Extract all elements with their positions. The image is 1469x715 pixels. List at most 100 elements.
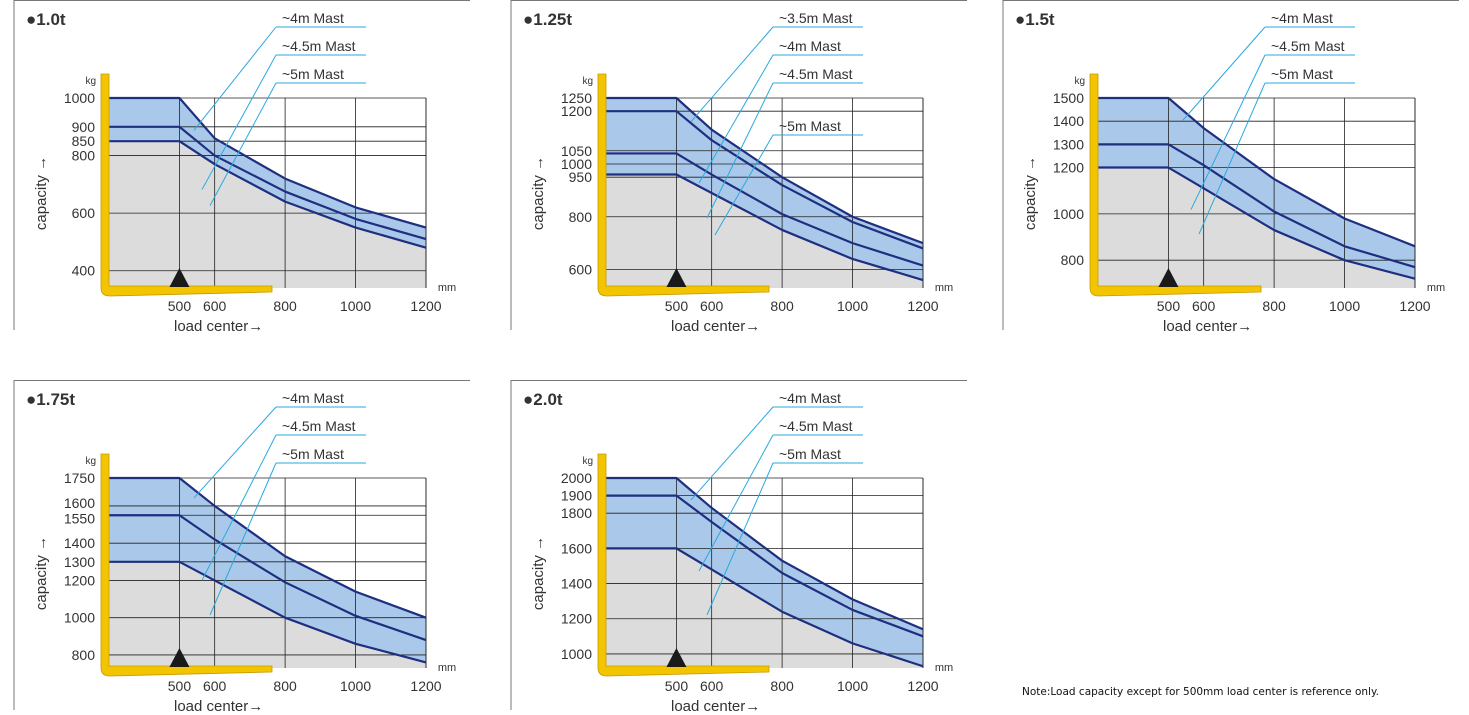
y-tick-label: 1000 xyxy=(561,646,592,662)
below-curve-area xyxy=(606,174,923,288)
y-tick-label: 2000 xyxy=(561,470,592,486)
chart-panel-2-0t: ●2.0t 1000 1200 1400 1600 1800 1900 2000 kg 500 60… xyxy=(510,380,967,715)
capacity-band xyxy=(1098,98,1415,279)
y-tick-label: 1000 xyxy=(64,90,95,106)
capacity-band xyxy=(606,478,923,667)
mast-label-leader xyxy=(690,406,774,501)
x-tick-label: 1200 xyxy=(410,298,441,314)
x-tick-label: 600 xyxy=(203,678,227,694)
series-line-3 xyxy=(606,547,924,668)
mast-label: ~4.5m Mast xyxy=(1271,38,1345,54)
x-tick-label: 800 xyxy=(273,298,297,314)
x-tick-label: 500 xyxy=(168,298,192,314)
x-axis-label: load center→ xyxy=(671,318,760,335)
capacity-band xyxy=(109,478,426,663)
y-tick-label: 800 xyxy=(72,148,96,164)
x-tick-label: 600 xyxy=(203,298,227,314)
x-tick-label: 1000 xyxy=(340,678,371,694)
mast-label: ~4.5m Mast xyxy=(779,418,853,434)
below-curve-area xyxy=(109,141,426,288)
x-tick-label: 600 xyxy=(1192,298,1216,314)
x-tick-label: 1000 xyxy=(1329,298,1360,314)
y-tick-label: 600 xyxy=(72,205,96,221)
mast-label-leader xyxy=(698,54,774,184)
panel-frame xyxy=(510,380,967,710)
y-tick-label: 1400 xyxy=(561,576,592,592)
series-line-2 xyxy=(109,514,427,642)
series-line-4 xyxy=(606,173,924,282)
y-tick-label: 1400 xyxy=(1053,113,1084,129)
y-tick-label: 1550 xyxy=(64,510,95,526)
mast-label-leader xyxy=(201,434,277,581)
mast-label: ~5m Mast xyxy=(779,446,841,462)
x-tick-label: 800 xyxy=(1262,298,1286,314)
y-axis-label: capacity → xyxy=(1022,156,1039,230)
x-tick-label: 800 xyxy=(770,678,794,694)
x-tick-label: 1000 xyxy=(340,298,371,314)
y-axis-label: capacity → xyxy=(530,536,547,610)
x-unit-label: mm xyxy=(935,662,953,674)
below-curve-area xyxy=(606,548,923,668)
x-unit-label: mm xyxy=(438,282,456,294)
panel-frame xyxy=(1002,0,1459,330)
y-tick-label: 1300 xyxy=(1053,136,1084,152)
mast-label-leader xyxy=(1182,26,1266,121)
series-line-3 xyxy=(1098,166,1416,280)
panel-frame xyxy=(13,0,470,330)
mast-label-leader xyxy=(209,82,277,206)
mast-label: ~3.5m Mast xyxy=(779,10,853,26)
y-tick-label: 1200 xyxy=(561,611,592,627)
chart-title: ●1.75t xyxy=(26,390,75,409)
x-tick-label: 500 xyxy=(665,678,689,694)
x-tick-label: 600 xyxy=(700,298,724,314)
mast-label-leader xyxy=(714,134,774,236)
chart-panel-1-25t: ●1.25t 600 800 950 1000 1050 1200 1250 kg 500 600 8… xyxy=(510,0,967,335)
reference-note: Note:Load capacity except for 500mm load… xyxy=(1022,686,1379,698)
load-center-marker xyxy=(666,648,687,667)
x-tick-label: 1200 xyxy=(907,298,938,314)
chart-title: ●1.5t xyxy=(1015,10,1055,29)
y-tick-label: 1200 xyxy=(1053,160,1084,176)
capacity-chart-1-5t: ●1.5t 800 1000 1200 1300 1400 1500 kg 500 600 800 1… xyxy=(1002,0,1459,335)
mast-label-leader xyxy=(706,82,774,219)
mast-label: ~4m Mast xyxy=(779,38,841,54)
y-tick-label: 600 xyxy=(569,262,593,278)
series-line-1 xyxy=(109,96,427,229)
load-center-marker xyxy=(169,268,190,287)
series-line-3 xyxy=(109,140,427,249)
mast-label-leader xyxy=(201,54,277,190)
mast-label: ~4m Mast xyxy=(282,10,344,26)
y-unit-label: kg xyxy=(85,76,96,87)
mast-label: ~4m Mast xyxy=(1271,10,1333,26)
chart-panel-1-5t: ●1.5t 800 1000 1200 1300 1400 1500 kg 500 600 800 1… xyxy=(1002,0,1459,335)
mast-label-leader xyxy=(698,434,774,572)
x-axis-label: load center→ xyxy=(174,698,263,715)
mast-label: ~5m Mast xyxy=(1271,66,1333,82)
mast-label: ~4.5m Mast xyxy=(282,418,356,434)
mast-label-leader xyxy=(1190,54,1266,210)
y-unit-label: kg xyxy=(1074,76,1085,87)
y-tick-label: 1600 xyxy=(561,540,592,556)
x-tick-label: 800 xyxy=(273,678,297,694)
y-tick-label: 900 xyxy=(72,119,96,135)
y-tick-label: 1600 xyxy=(64,495,95,511)
load-center-marker xyxy=(666,268,687,287)
y-tick-label: 800 xyxy=(1061,252,1085,268)
mast-label-leader xyxy=(193,26,277,131)
chart-panel-1-75t: ●1.75t 800 1000 1200 1300 1400 1550 1600 1750 kg 5… xyxy=(13,380,470,715)
mast-label: ~4.5m Mast xyxy=(779,66,853,82)
y-tick-label: 850 xyxy=(72,133,96,149)
x-tick-label: 500 xyxy=(168,678,192,694)
load-center-marker xyxy=(1158,268,1179,287)
x-tick-label: 1200 xyxy=(1399,298,1430,314)
x-tick-label: 1200 xyxy=(907,678,938,694)
y-axis-label: capacity → xyxy=(33,536,50,610)
load-center-marker xyxy=(169,648,190,667)
x-tick-label: 500 xyxy=(665,298,689,314)
x-unit-label: mm xyxy=(935,282,953,294)
panel-frame xyxy=(510,0,967,330)
y-axis-label: capacity → xyxy=(530,156,547,230)
mast-label: ~5m Mast xyxy=(282,66,344,82)
